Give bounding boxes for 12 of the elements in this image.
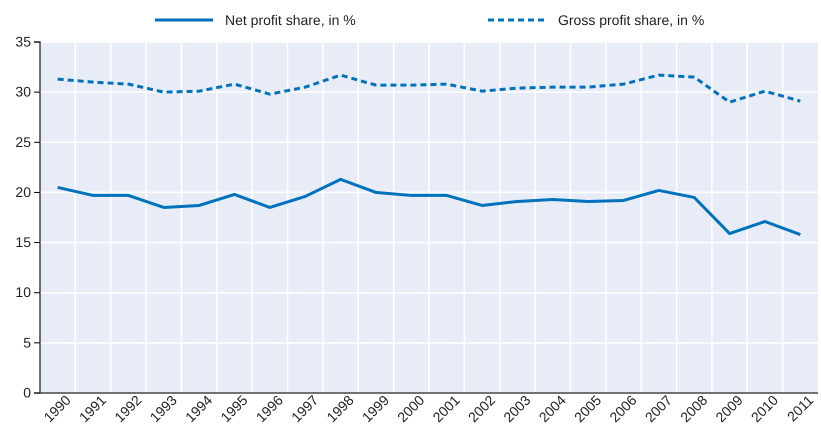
- y-tick-label: 25: [15, 134, 32, 150]
- line-series: [56, 178, 802, 236]
- legend-label: Gross profit share, in %: [558, 12, 704, 28]
- line-series: [56, 74, 802, 104]
- y-tick-label: 15: [15, 234, 32, 250]
- y-tick-label: 0: [23, 384, 32, 400]
- y-tick-label: 30: [15, 84, 32, 100]
- y-tick-label: 35: [15, 33, 32, 50]
- y-tick-label: 10: [15, 284, 32, 300]
- legend-label: Net profit share, in %: [225, 12, 356, 28]
- y-tick-label: 20: [15, 184, 32, 200]
- y-tick-label: 5: [23, 334, 32, 350]
